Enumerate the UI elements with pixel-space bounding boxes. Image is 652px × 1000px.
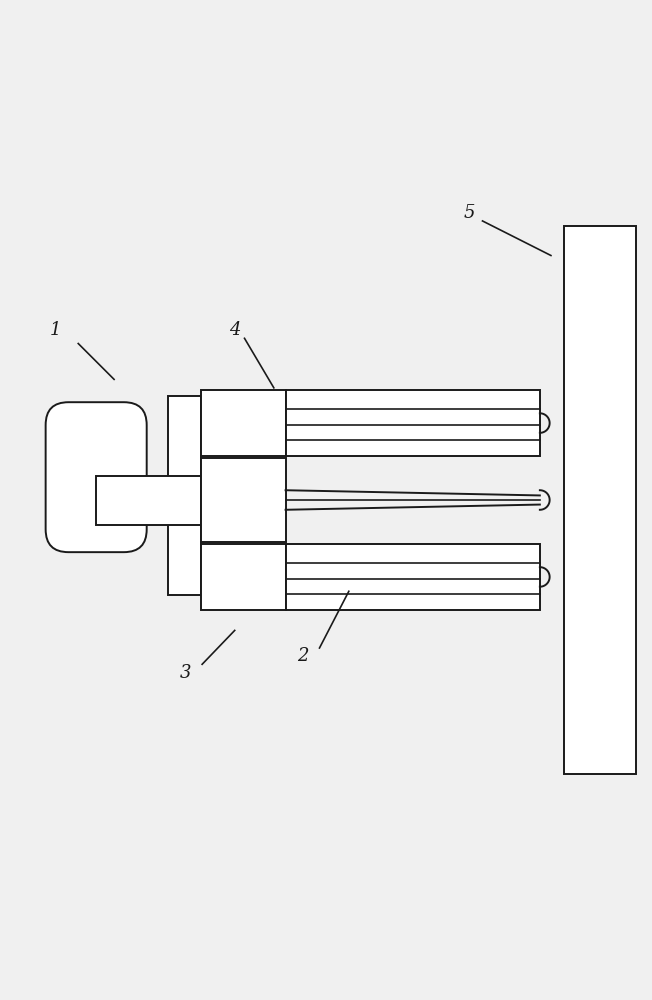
Bar <box>96 476 201 525</box>
Text: 3: 3 <box>180 664 192 682</box>
Text: 1: 1 <box>50 321 61 339</box>
Bar <box>286 390 540 456</box>
Bar <box>286 544 540 610</box>
Bar <box>201 458 286 542</box>
Bar <box>201 544 286 610</box>
Bar <box>564 226 636 774</box>
Text: 5: 5 <box>464 204 475 222</box>
Text: 2: 2 <box>297 647 309 665</box>
Bar <box>168 396 201 595</box>
Bar <box>201 390 286 456</box>
FancyBboxPatch shape <box>46 402 147 552</box>
Text: 4: 4 <box>229 321 241 339</box>
